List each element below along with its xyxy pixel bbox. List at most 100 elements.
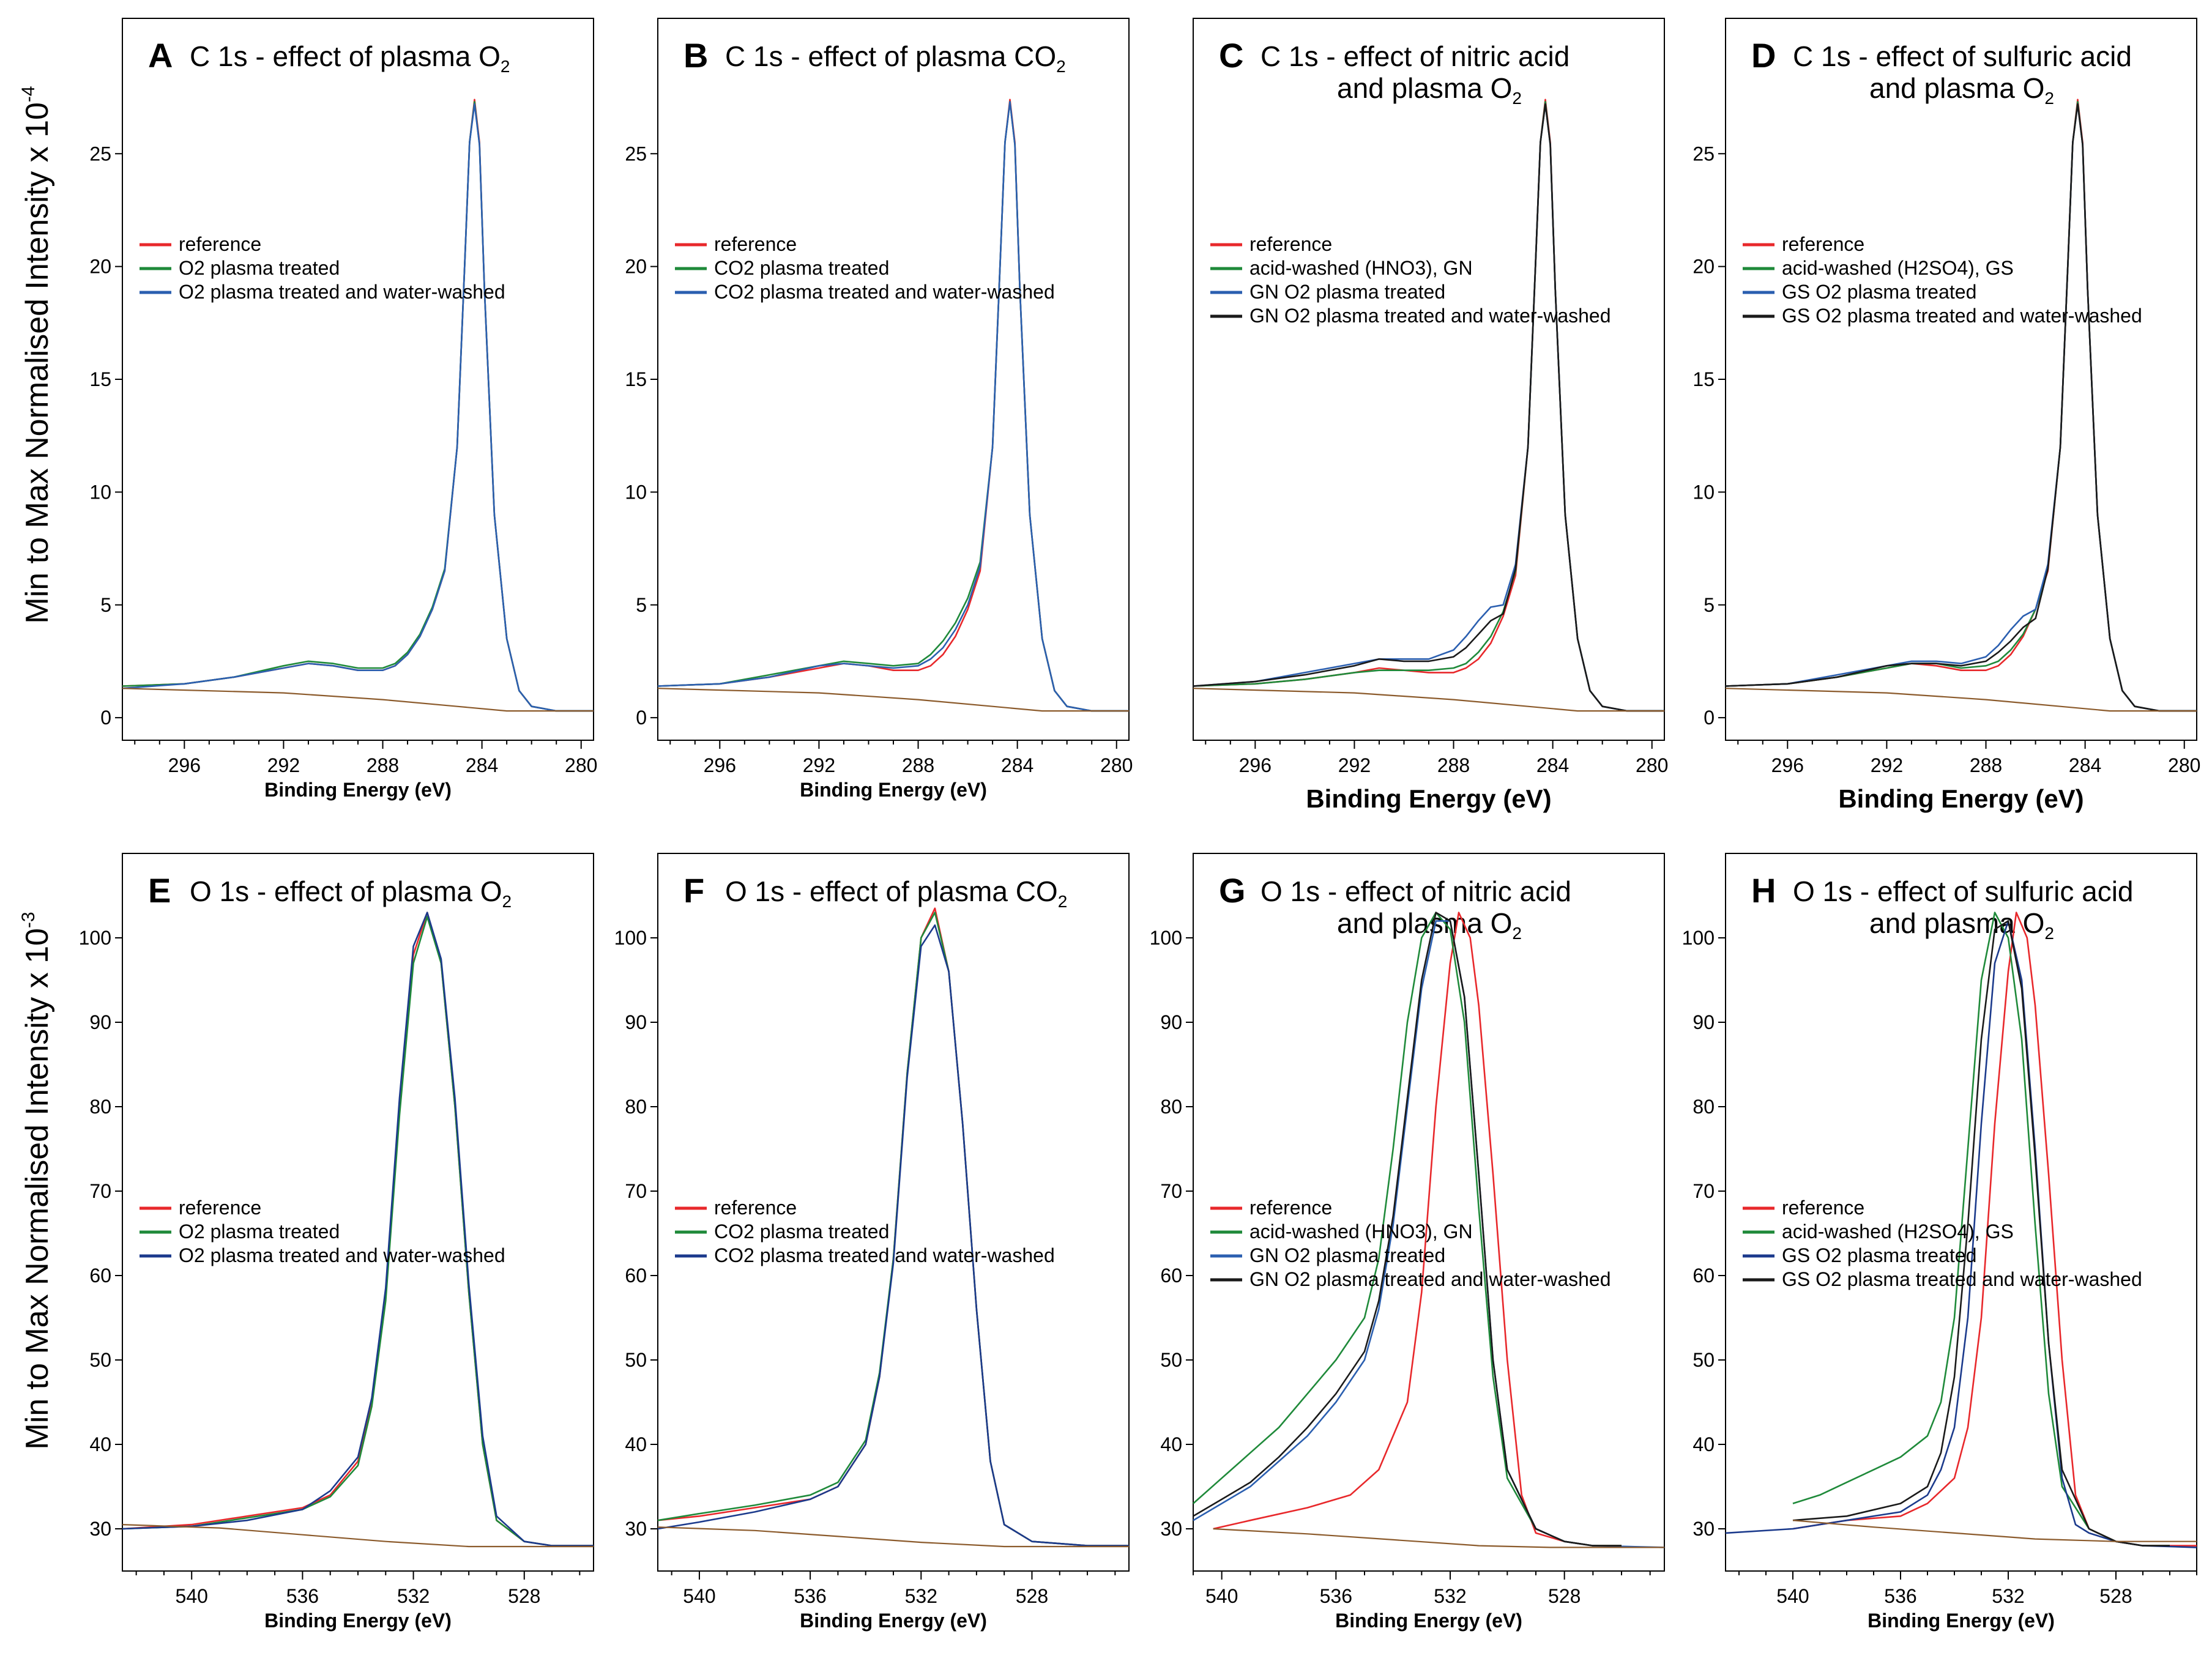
y-axis-label-top-text: Min to Max Normalised Intensity x 10 bbox=[20, 102, 55, 624]
panel-f-legend-label-1: CO2 plasma treated bbox=[714, 1220, 889, 1243]
panel-e-letter: E bbox=[148, 871, 171, 910]
panel-d-legend-label-1: acid-washed (H2SO4), GS bbox=[1782, 257, 2014, 279]
panel-d-frame bbox=[1725, 18, 2197, 741]
panel-h-letter: H bbox=[1751, 871, 1776, 910]
panel-d-xtick-label-1: 292 bbox=[1871, 754, 1903, 776]
panel-c-xtick-label-4: 280 bbox=[1636, 754, 1668, 776]
panel-g-legend-label-3: GN O2 plasma treated and water-washed bbox=[1249, 1268, 1611, 1290]
panel-d-title-line-2: and plasma O2 bbox=[1869, 72, 2054, 108]
panel-f-series-2 bbox=[657, 924, 1129, 1547]
panel-a-xtick-label-1: 292 bbox=[267, 754, 300, 776]
panel-h-ytick-label-4: 70 bbox=[1693, 1180, 1715, 1202]
panel-a-xtick-label-3: 284 bbox=[466, 754, 498, 776]
panel-e: E O 1s - effect of plasma O2 30 40 50 60 70 80 9… bbox=[79, 853, 594, 1632]
panel-b-xtick-label-2: 288 bbox=[902, 754, 934, 776]
panel-h-ytick-label-1: 40 bbox=[1693, 1433, 1715, 1455]
panel-a: A C 1s - effect of plasma O2 0 5 10 15 20 25 296… bbox=[89, 18, 597, 801]
panel-g-frame bbox=[1193, 853, 1665, 1572]
panel-g-xlabel: Binding Energy (eV) bbox=[1335, 1610, 1522, 1632]
panel-g-series-1 bbox=[1193, 912, 1622, 1547]
panel-b-xtick-label-3: 284 bbox=[1001, 754, 1033, 776]
panel-g-series-3 bbox=[1193, 912, 1622, 1547]
panel-h-legend-label-0: reference bbox=[1782, 1197, 1864, 1219]
panel-e-legend-label-0: reference bbox=[179, 1197, 261, 1219]
panel-a-title-line-1: C 1s - effect of plasma O2 bbox=[190, 40, 510, 76]
panel-b-ytick-label-1: 5 bbox=[636, 594, 647, 616]
panel-g-xtick-label-1: 536 bbox=[1320, 1585, 1352, 1607]
panel-a-xtick-label-4: 280 bbox=[565, 754, 597, 776]
panel-b: B C 1s - effect of plasma CO2 0 5 10 15 20 25 29… bbox=[625, 18, 1133, 801]
panel-b-series-2 bbox=[657, 101, 1129, 712]
panel-b-frame bbox=[657, 18, 1130, 741]
panel-e-ytick-label-7: 100 bbox=[79, 927, 111, 949]
panel-c-series-0 bbox=[1193, 98, 1664, 712]
panel-g-title-line-1: O 1s - effect of nitric acid bbox=[1261, 875, 1571, 907]
panel-a-series-3 bbox=[122, 688, 594, 712]
panel-h-series-3 bbox=[1792, 920, 2170, 1547]
panel-a-legend-label-1: O2 plasma treated bbox=[179, 257, 340, 279]
panel-h-ytick-label-2: 50 bbox=[1693, 1349, 1715, 1371]
panel-d-ytick-label-0: 0 bbox=[1704, 707, 1715, 729]
panel-d-series-3 bbox=[1725, 103, 2197, 712]
panel-g-legend-label-1: acid-washed (HNO3), GN bbox=[1249, 1220, 1473, 1243]
panel-g-series-0 bbox=[1213, 912, 1622, 1547]
panel-c-letter: C bbox=[1219, 36, 1243, 75]
panel-a-ytick-label-5: 25 bbox=[89, 143, 111, 165]
panel-d-series-1 bbox=[1725, 101, 2197, 712]
panel-c-legend-label-0: reference bbox=[1249, 233, 1332, 255]
panel-a-frame bbox=[122, 18, 594, 741]
panel-h-ytick-label-5: 80 bbox=[1693, 1096, 1715, 1118]
panel-b-xtick-label-0: 296 bbox=[704, 754, 736, 776]
panel-h-legend-label-1: acid-washed (H2SO4), GS bbox=[1782, 1220, 2014, 1243]
panel-e-ytick-label-5: 80 bbox=[89, 1096, 111, 1118]
panel-h-series-2 bbox=[1725, 920, 2197, 1548]
panel-e-xtick-label-2: 532 bbox=[397, 1585, 430, 1607]
y-axis-label-bottom-exponent: -3 bbox=[18, 912, 39, 928]
panel-h-xtick-label-2: 532 bbox=[1992, 1585, 2024, 1607]
panel-h-ytick-label-3: 60 bbox=[1693, 1265, 1715, 1287]
panel-d-ytick-label-1: 5 bbox=[1704, 594, 1715, 616]
panel-b-legend-label-1: CO2 plasma treated bbox=[714, 257, 889, 279]
svg-text:Min to Max Normalised Intensit: Min to Max Normalised Intensity x 10-3 bbox=[18, 912, 55, 1449]
panel-d-xtick-label-0: 296 bbox=[1771, 754, 1804, 776]
panel-d-legend-label-0: reference bbox=[1782, 233, 1864, 255]
panel-g-ytick-label-2: 50 bbox=[1160, 1349, 1182, 1371]
panel-c-series-3 bbox=[1193, 103, 1664, 712]
panel-e-xtick-label-0: 540 bbox=[176, 1585, 208, 1607]
panel-f-ytick-label-3: 60 bbox=[625, 1265, 647, 1287]
panel-a-ytick-label-1: 5 bbox=[100, 594, 111, 616]
panel-e-legend-label-1: O2 plasma treated bbox=[179, 1220, 340, 1243]
panel-h-title-line-1: O 1s - effect of sulfuric acid bbox=[1793, 875, 2134, 907]
panel-c-title-line-2: and plasma O2 bbox=[1337, 72, 1522, 108]
panels-group: A C 1s - effect of plasma O2 0 5 10 15 20 25 296… bbox=[79, 18, 2200, 1632]
panel-a-ytick-label-2: 10 bbox=[89, 481, 111, 503]
panel-e-title-line-1: O 1s - effect of plasma O2 bbox=[190, 875, 512, 911]
svg-text:Min to Max Normalised Intensit: Min to Max Normalised Intensity x 10-4 bbox=[18, 86, 55, 623]
panel-g-legend-label-0: reference bbox=[1249, 1197, 1332, 1219]
panel-b-ytick-label-0: 0 bbox=[636, 707, 647, 729]
panel-b-legend-label-0: reference bbox=[714, 233, 797, 255]
panel-g-xtick-label-2: 532 bbox=[1434, 1585, 1466, 1607]
panel-h-xtick-label-0: 540 bbox=[1776, 1585, 1809, 1607]
panel-g-xtick-label-0: 540 bbox=[1205, 1585, 1238, 1607]
panel-d-xtick-label-4: 280 bbox=[2168, 754, 2200, 776]
panel-b-xtick-label-4: 280 bbox=[1100, 754, 1133, 776]
panel-a-series-2 bbox=[122, 103, 594, 712]
panel-g-letter: G bbox=[1219, 871, 1246, 910]
panel-g-ytick-label-1: 40 bbox=[1160, 1433, 1182, 1455]
panel-a-xlabel: Binding Energy (eV) bbox=[264, 779, 452, 801]
panel-a-series-1 bbox=[122, 101, 594, 712]
panel-g-ytick-label-0: 30 bbox=[1160, 1518, 1182, 1540]
panel-a-xtick-label-0: 296 bbox=[168, 754, 201, 776]
panel-d-ytick-label-5: 25 bbox=[1693, 143, 1715, 165]
panel-c-legend-label-2: GN O2 plasma treated bbox=[1249, 281, 1445, 303]
panel-c-xtick-label-1: 292 bbox=[1338, 754, 1371, 776]
panel-h-series-4 bbox=[1792, 1520, 2197, 1542]
panel-a-legend-label-2: O2 plasma treated and water-washed bbox=[179, 281, 505, 303]
panel-f-ytick-label-2: 50 bbox=[625, 1349, 647, 1371]
panel-b-series-0 bbox=[657, 98, 1129, 712]
panel-g-series-4 bbox=[1213, 1528, 1664, 1548]
panel-d-legend-label-2: GS O2 plasma treated bbox=[1782, 281, 1976, 303]
